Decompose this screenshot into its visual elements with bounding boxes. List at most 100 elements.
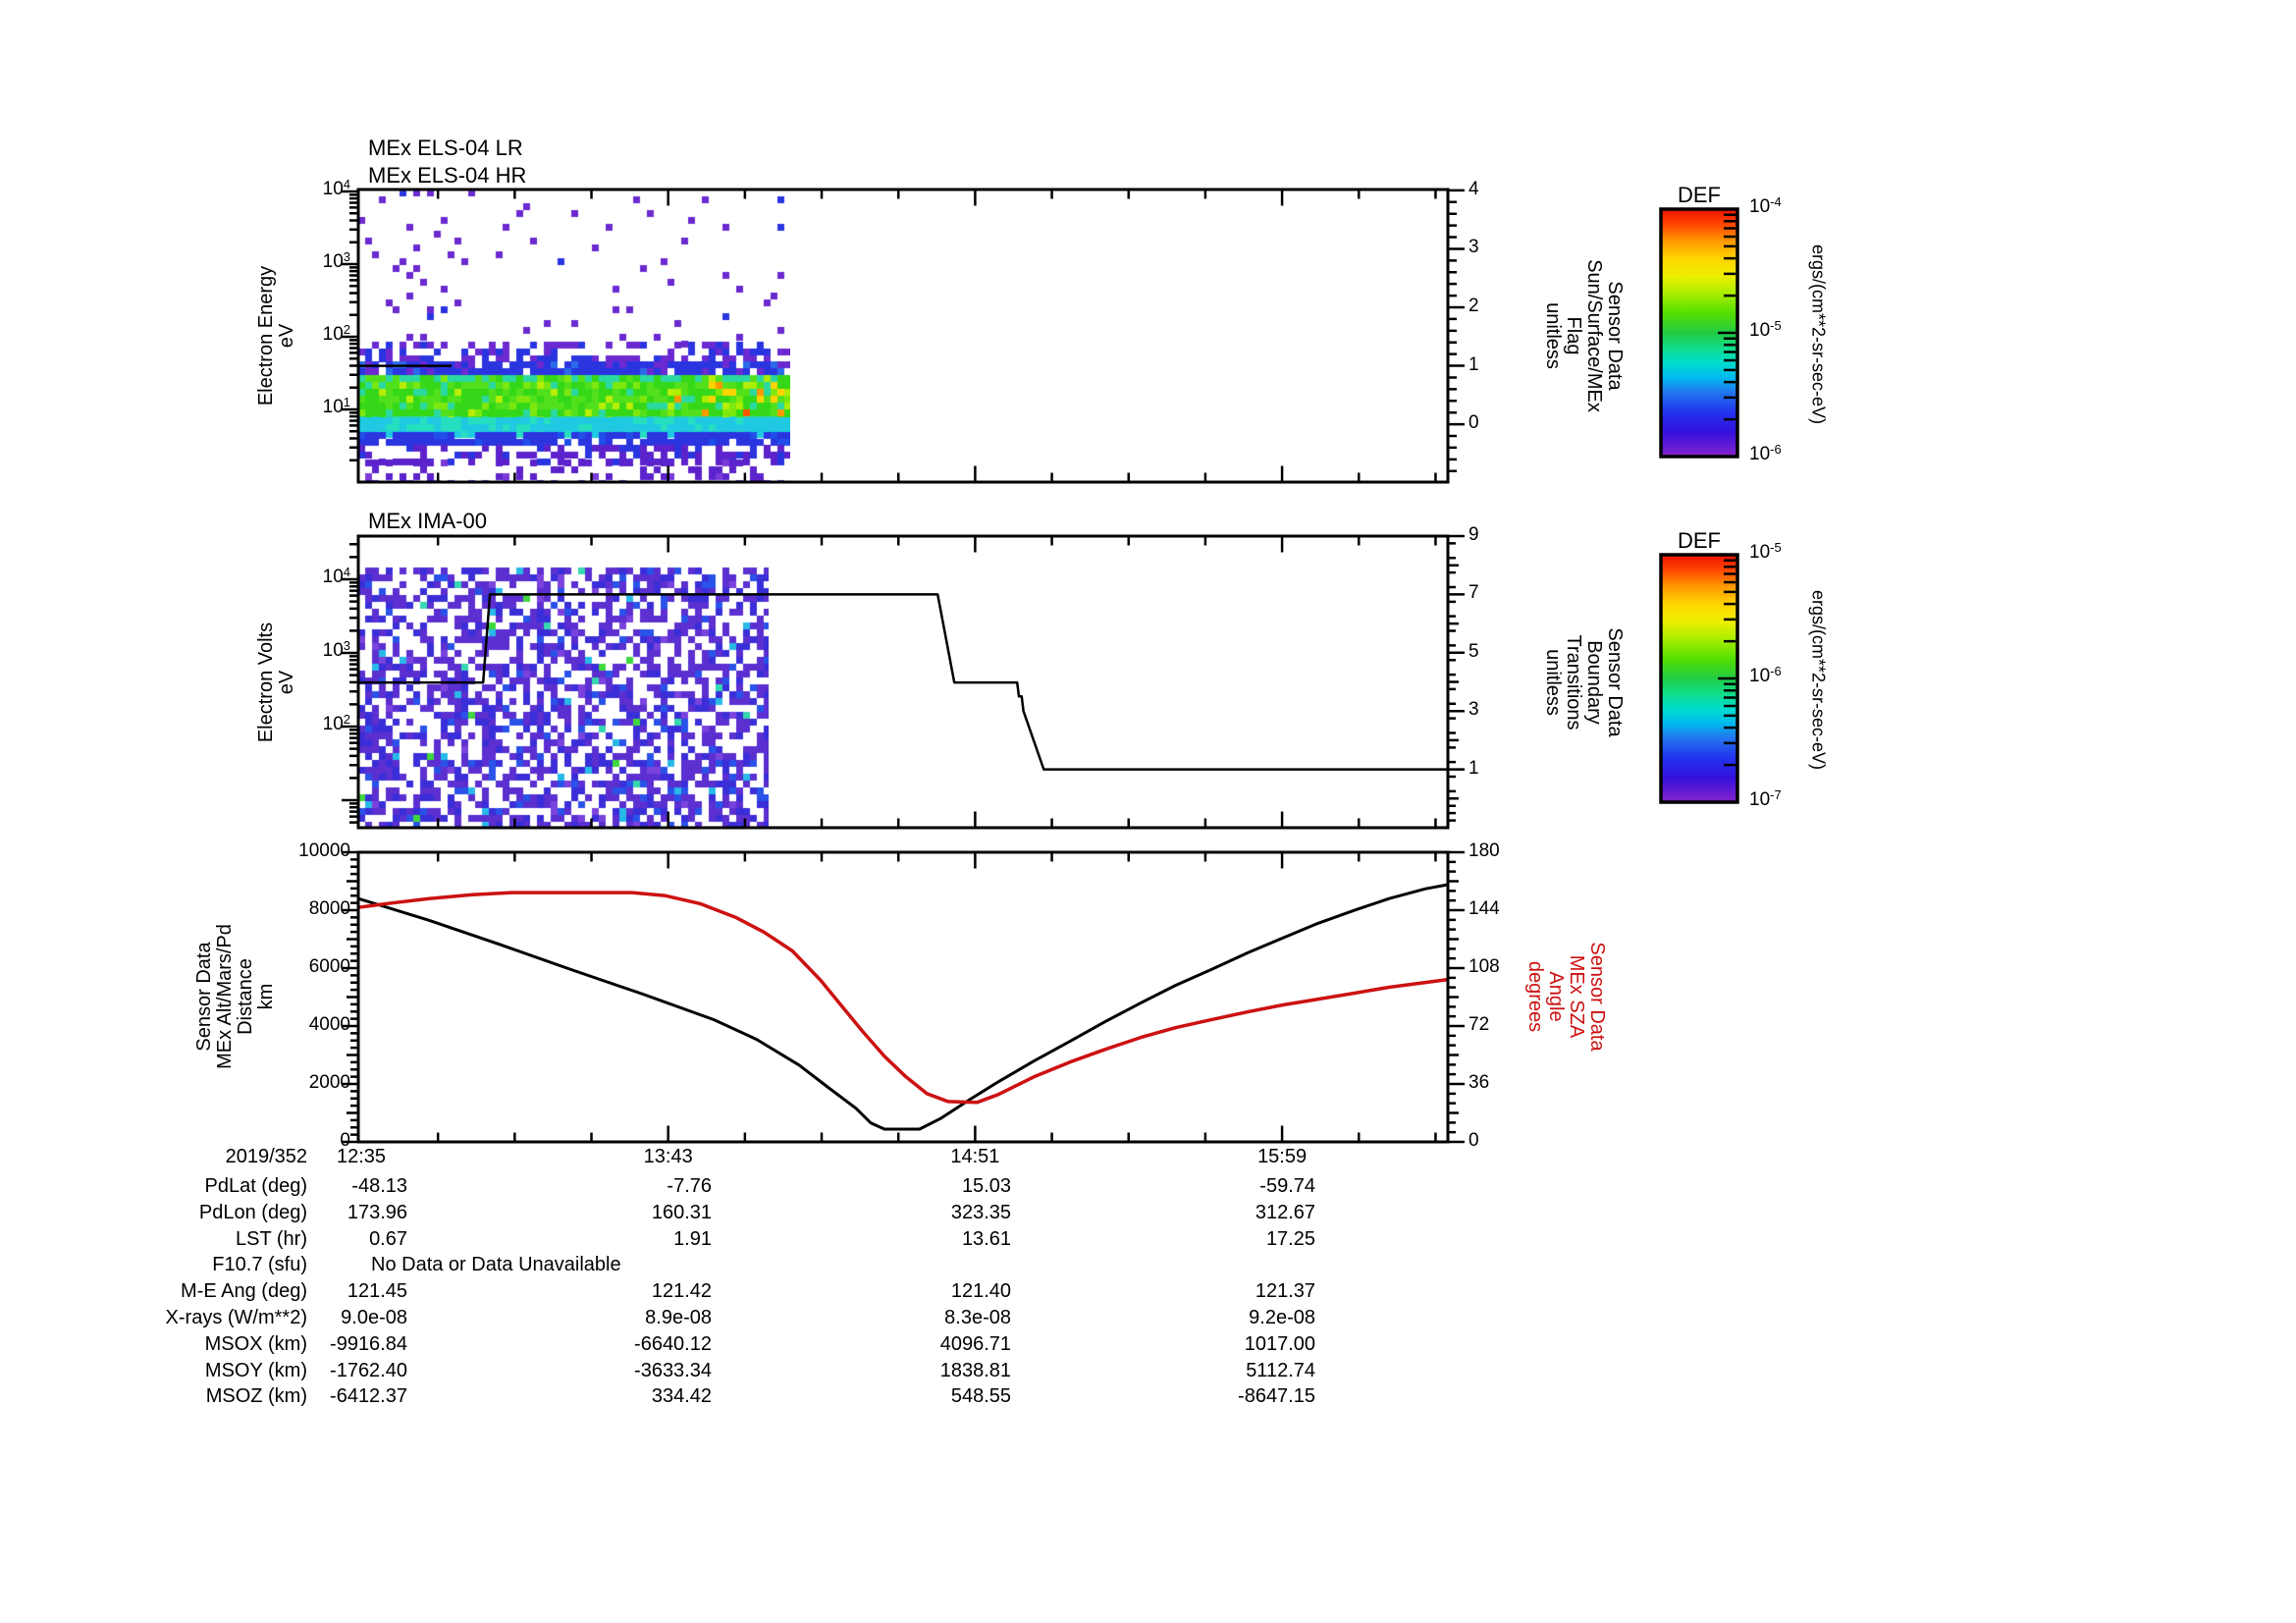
- table-cell: 334.42: [651, 1385, 712, 1408]
- ima-panel-frame: [356, 534, 1450, 830]
- sza-tick-label: 144: [1468, 897, 1500, 919]
- table-cell: 8.9e-08: [645, 1307, 712, 1328]
- table-cell: -7.76: [667, 1175, 712, 1197]
- els-panel-frame: [356, 188, 1450, 484]
- table-cell: -48.13: [351, 1175, 407, 1197]
- alt-ytick-label: 10000: [298, 840, 350, 861]
- ima-right-label: Sensor Data Boundary Transitions unitless: [1542, 627, 1626, 737]
- flag-tick-label: 0: [1468, 412, 1479, 434]
- table-cell: 5112.74: [1246, 1359, 1315, 1381]
- table-cell: 323.35: [950, 1201, 1011, 1223]
- sza-tick-label: 180: [1468, 839, 1500, 861]
- xtick-time-label: 13:43: [643, 1146, 693, 1167]
- els-title-hr: MEx ELS-04 HR: [368, 163, 527, 188]
- flag-tick-label: 2: [1468, 296, 1479, 316]
- alt-panel-frame: [356, 850, 1450, 1144]
- els-right-label: Sensor Data Sun/Surface/MEx Flag unitless: [1542, 259, 1626, 412]
- ima-ytick-label: 103: [322, 638, 350, 661]
- flag-tick-label: 4: [1468, 178, 1479, 199]
- alt-ytick-label: 2000: [308, 1072, 350, 1093]
- ima-title: MEx IMA-00: [368, 509, 488, 533]
- sza-tick-label: 36: [1468, 1072, 1490, 1093]
- els-ytick-label: 101: [322, 395, 350, 417]
- els-title-lr: MEx ELS-04 LR: [368, 135, 523, 160]
- table-row-label: PdLat (deg): [204, 1175, 307, 1197]
- table-row-label: LST (hr): [236, 1227, 307, 1250]
- boundary-tick-label: 5: [1468, 640, 1479, 662]
- sza-right-label: Sensor Data MEx SZA Angle degrees: [1524, 942, 1608, 1052]
- els-ytick-label: 103: [322, 249, 350, 272]
- sza-tick-label: 108: [1468, 955, 1500, 977]
- table-row-label: MSOX (km): [204, 1332, 307, 1355]
- table-cell: 9.2e-08: [1249, 1307, 1315, 1328]
- colorbar-1-title: DEF: [1678, 183, 1721, 207]
- sza-tick-label: 0: [1468, 1130, 1479, 1151]
- mex-altitude-km-curve: [357, 883, 1449, 1131]
- table-cell: -6640.12: [634, 1332, 712, 1355]
- xtick-time-label: 14:51: [950, 1146, 1000, 1167]
- sza-tick-label: 72: [1468, 1013, 1490, 1035]
- table-row-label: M-E Ang (deg): [181, 1280, 307, 1303]
- table-row-label: PdLon (deg): [198, 1201, 307, 1223]
- table-cell: 173.96: [347, 1201, 407, 1223]
- table-cell: 1838.81: [939, 1359, 1011, 1381]
- boundary-tick-label: 7: [1468, 582, 1479, 604]
- table-row-label: MSOZ (km): [205, 1385, 307, 1408]
- alt-ytick-label: 6000: [308, 956, 350, 977]
- table-span-text: No Data or Data Unavailable: [371, 1254, 621, 1276]
- ima-ytick-label: 102: [322, 712, 350, 734]
- alt-ytick-label: 8000: [308, 898, 350, 919]
- table-cell: -9916.84: [330, 1332, 407, 1355]
- ima-ylabel: Electron Volts eV: [255, 622, 297, 743]
- table-cell: 13.61: [961, 1227, 1011, 1250]
- colorbar-tick-label: 10-6: [1749, 664, 1782, 686]
- colorbar-tick-label: 10-7: [1749, 787, 1782, 810]
- table-cell: -59.74: [1259, 1175, 1315, 1197]
- date-label: 2019/352: [225, 1146, 307, 1167]
- mex-sza-deg-curve: [357, 891, 1449, 1105]
- boundary-transitions-curve: [358, 593, 1448, 771]
- table-cell: 15.03: [961, 1175, 1011, 1197]
- xtick-time-label: 12:35: [336, 1146, 387, 1167]
- table-cell: 121.45: [347, 1280, 407, 1303]
- data-curves: [357, 364, 1449, 1131]
- colorbar-tick-label: 10-5: [1749, 318, 1782, 341]
- flag-tick-label: 3: [1468, 237, 1479, 258]
- ima-ytick-label: 104: [322, 565, 350, 587]
- table-cell: 121.42: [651, 1280, 712, 1303]
- table-cell: 121.37: [1255, 1280, 1315, 1303]
- table-cell: -3633.34: [634, 1359, 712, 1381]
- table-cell: 4096.71: [939, 1332, 1011, 1355]
- table-cell: 312.67: [1255, 1201, 1315, 1223]
- boundary-tick-label: 9: [1468, 524, 1479, 545]
- table-cell: 160.31: [651, 1201, 712, 1223]
- boundary-tick-label: 3: [1468, 699, 1479, 721]
- alt-ytick-label: 0: [340, 1130, 350, 1151]
- table-cell: -8647.15: [1238, 1385, 1315, 1408]
- xtick-time-label: 15:59: [1257, 1146, 1308, 1167]
- table-cell: -1762.40: [330, 1359, 407, 1381]
- els-ytick-label: 102: [322, 322, 350, 345]
- colorbar-2-title: DEF: [1678, 528, 1721, 553]
- table-cell: 0.67: [369, 1227, 407, 1250]
- colorbar-tick-label: 10-6: [1749, 442, 1782, 464]
- table-cell: 1.91: [673, 1227, 712, 1250]
- table-cell: 17.25: [1265, 1227, 1315, 1250]
- table-cell: 8.3e-08: [944, 1307, 1011, 1328]
- alt-ytick-label: 4000: [308, 1014, 350, 1035]
- table-cell: 9.0e-08: [341, 1307, 407, 1328]
- flag-tick-label: 1: [1468, 353, 1479, 375]
- table-cell: -6412.37: [330, 1385, 407, 1408]
- table-row-label: F10.7 (sfu): [212, 1254, 307, 1276]
- colorbar-tick-label: 10-4: [1749, 194, 1782, 217]
- colorbar-tick-label: 10-5: [1749, 540, 1782, 563]
- table-row-label: MSOY (km): [204, 1359, 307, 1381]
- els-spectrogram-canvas: [358, 189, 790, 482]
- table-cell: 1017.00: [1244, 1332, 1315, 1355]
- els-ytick-label: 104: [322, 177, 350, 199]
- table-row-label: X-rays (W/m**2): [165, 1307, 307, 1328]
- table-cell: 548.55: [950, 1385, 1011, 1408]
- table-cell: 121.40: [950, 1280, 1011, 1303]
